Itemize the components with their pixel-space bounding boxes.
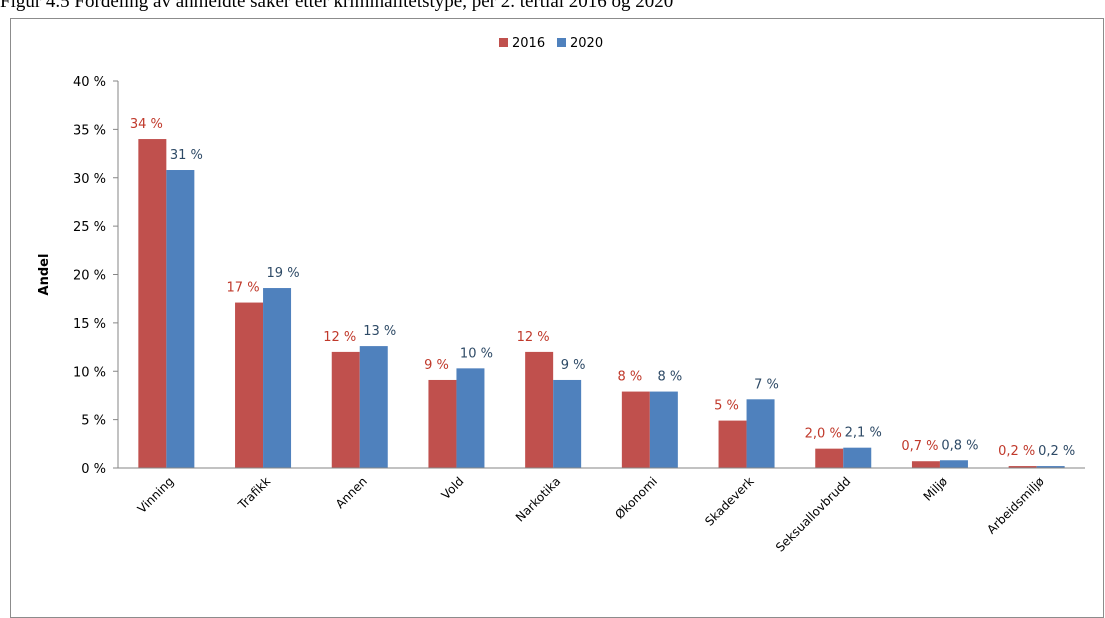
y-tick-label: 5 % [81,414,106,429]
bar-2020 [456,368,485,468]
data-label-2020: 7 % [754,377,779,392]
data-label-2020: 0,8 % [941,438,978,453]
data-label-2020: 31 % [170,148,203,163]
data-label-2016: 12 % [323,330,356,345]
bar-2020 [553,379,582,468]
data-label-2016: 0,7 % [901,439,938,454]
bar-2016 [525,351,554,468]
legend-label-2020: 2020 [570,36,603,51]
bar-2016 [235,302,264,468]
x-tick-label: Miljø [921,474,950,503]
data-label-2016: 0,2 % [998,444,1035,459]
x-tick-label: Annen [333,474,370,511]
y-tick-label: 10 % [73,365,106,380]
legend-label-2016: 2016 [512,36,545,51]
data-label-2016: 8 % [617,370,642,385]
x-tick-label: Narkotika [513,474,563,524]
bar-2020 [1036,466,1065,468]
x-tick-label: Skadeverk [702,474,757,529]
data-label-2016: 9 % [424,358,449,373]
x-tick-label: Seksuallovbrudd [773,474,853,554]
y-tick-label: 30 % [73,172,106,187]
bar-2016 [428,379,457,468]
data-label-2020: 19 % [267,266,300,281]
legend-swatch-2016 [499,38,508,47]
x-tick-label: Arbeidsmiljø [984,474,1047,537]
data-label-2016: 34 % [130,117,163,132]
bar-2016 [815,448,844,468]
x-tick-label: Vinning [135,474,177,516]
bar-2020 [649,391,678,468]
data-label-2016: 17 % [227,281,260,296]
bar-2020 [843,447,872,468]
bar-2016 [718,420,747,468]
bar-2020 [166,170,195,468]
y-tick-label: 40 % [73,75,106,90]
x-tick-label: Økonomi [612,474,660,522]
data-label-2016: 2,0 % [805,427,842,442]
bar-2020 [263,288,292,468]
y-tick-label: 20 % [73,269,106,284]
x-tick-label: Vold [439,474,467,502]
bar-2016 [911,461,940,468]
y-tick-label: 0 % [81,462,106,477]
data-label-2020: 9 % [561,358,586,373]
bar-2020 [939,460,968,468]
y-axis-title: Andel [37,254,52,296]
x-tick-label: Trafikk [235,474,273,512]
data-label-2020: 10 % [460,346,493,361]
legend-swatch-2020 [557,38,566,47]
data-label-2020: 0,2 % [1038,444,1075,459]
data-label-2016: 12 % [517,330,550,345]
data-label-2020: 13 % [363,324,396,339]
bar-2016 [331,351,360,468]
bar-2016 [138,139,167,469]
y-tick-label: 25 % [73,220,106,235]
data-label-2016: 5 % [714,399,739,414]
data-label-2020: 8 % [657,370,682,385]
bar-2020 [359,346,388,468]
bar-2016 [621,391,650,468]
data-label-2020: 2,1 % [845,426,882,441]
y-tick-label: 35 % [73,123,106,138]
figure-caption: Figur 4.5 Fordeling av anmeldte saker et… [0,0,674,12]
y-tick-label: 15 % [73,317,106,332]
bar-2020 [746,399,775,468]
bar-2016 [1008,466,1037,468]
